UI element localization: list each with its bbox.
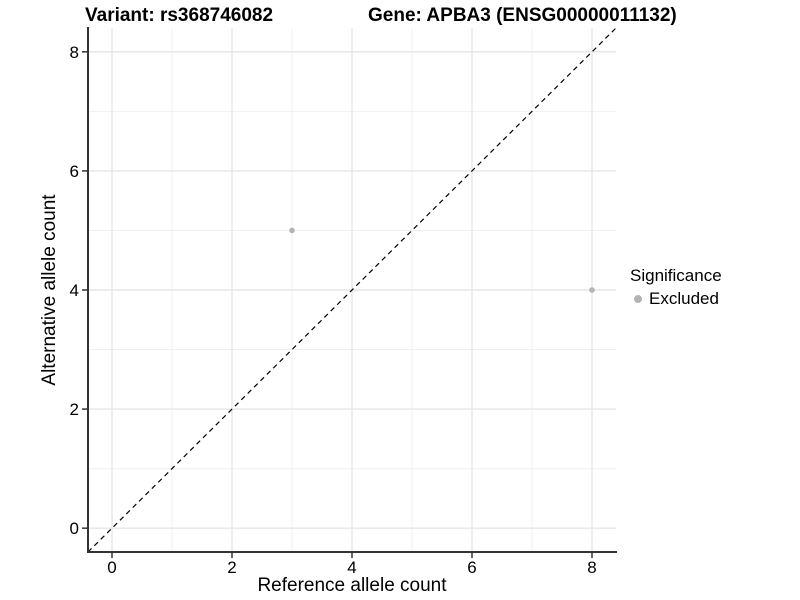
y-tick-label: 8 [70,43,79,62]
legend-title: Significance [630,266,722,285]
x-tick-label: 4 [347,558,356,577]
x-axis-title: Reference allele count [257,575,447,596]
plot-title-gene: Gene: APBA3 (ENSG00000011132) [368,5,677,26]
data-point [289,227,295,234]
data-point [589,287,595,293]
x-tick-label: 2 [227,558,236,577]
y-tick-label: 4 [70,281,79,300]
y-tick-label: 6 [70,162,79,181]
legend-item-label: Excluded [649,289,719,308]
legend: Significance Excluded [630,266,722,309]
y-tick-label: 0 [70,519,79,538]
x-tick-label: 6 [467,558,476,577]
y-axis-title: Alternative allele count [39,194,60,386]
y-tick-label: 2 [70,400,79,419]
legend-dot-icon [634,295,642,303]
x-tick-label: 8 [587,558,596,577]
x-tick-label: 0 [107,558,116,577]
plot-title-variant: Variant: rs368746082 [85,5,274,26]
identity-line [87,27,617,553]
legend-item-excluded: Excluded [630,289,722,309]
